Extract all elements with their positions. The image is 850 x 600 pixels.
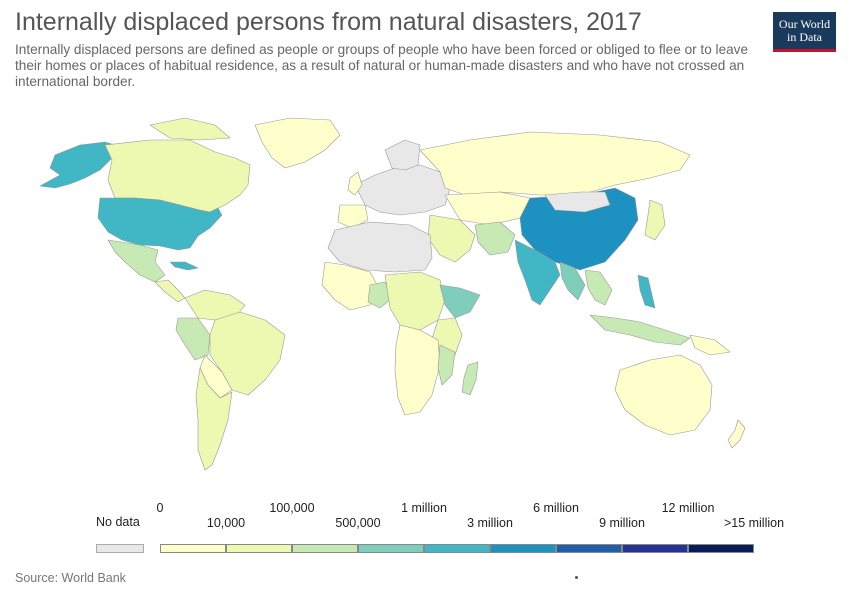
region-central-america[interactable] [154, 279, 186, 303]
region-russia[interactable] [419, 131, 691, 196]
region-australia[interactable] [614, 354, 713, 436]
region-southeast-asia[interactable] [584, 269, 613, 306]
region-philippines[interactable] [637, 274, 656, 309]
region-china[interactable] [519, 187, 639, 271]
region-alaska[interactable] [39, 141, 126, 189]
region-canada-arctic[interactable] [149, 117, 231, 141]
region-uk[interactable] [347, 171, 363, 196]
region-colombia-venezuela[interactable] [184, 289, 246, 321]
region-nigeria[interactable] [367, 281, 393, 309]
owid-logo[interactable]: Our World in Data [773, 12, 836, 52]
region-india[interactable] [514, 239, 561, 306]
region-europe[interactable] [354, 164, 451, 216]
region-usa[interactable] [97, 197, 223, 251]
region-horn-of-africa[interactable] [439, 284, 481, 319]
region-scandinavia[interactable] [384, 139, 421, 171]
region-southern-africa[interactable] [394, 324, 441, 416]
logo-line-2: in Data [787, 30, 822, 44]
region-mexico[interactable] [107, 239, 166, 283]
chart-subtitle: Internally displaced persons are defined… [15, 42, 749, 89]
region-png[interactable] [689, 334, 731, 356]
source-note[interactable]: Source: World Bank [15, 571, 126, 585]
region-mongolia[interactable] [544, 191, 611, 213]
region-argentina-chile[interactable] [195, 367, 233, 471]
region-indonesia[interactable] [589, 314, 691, 346]
region-central-africa[interactable] [384, 271, 446, 331]
timeline-dot[interactable] [575, 576, 578, 579]
region-west-africa[interactable] [321, 261, 381, 311]
region-cuba[interactable] [169, 261, 199, 271]
region-peru[interactable] [175, 317, 211, 361]
region-greenland[interactable] [254, 117, 341, 169]
region-new-zealand[interactable] [727, 419, 746, 449]
region-mozambique[interactable] [437, 344, 456, 386]
region-madagascar[interactable] [461, 361, 479, 396]
logo-line-1: Our World [778, 17, 831, 31]
region-afghanistan-pakistan[interactable] [474, 221, 516, 256]
chart-title: Internally displaced persons from natura… [15, 8, 642, 36]
region-japan[interactable] [644, 199, 666, 241]
region-north-africa[interactable] [327, 221, 433, 273]
region-brazil[interactable] [209, 311, 286, 396]
region-bangladesh-myanmar[interactable] [559, 261, 586, 301]
region-middle-east[interactable] [427, 214, 476, 263]
